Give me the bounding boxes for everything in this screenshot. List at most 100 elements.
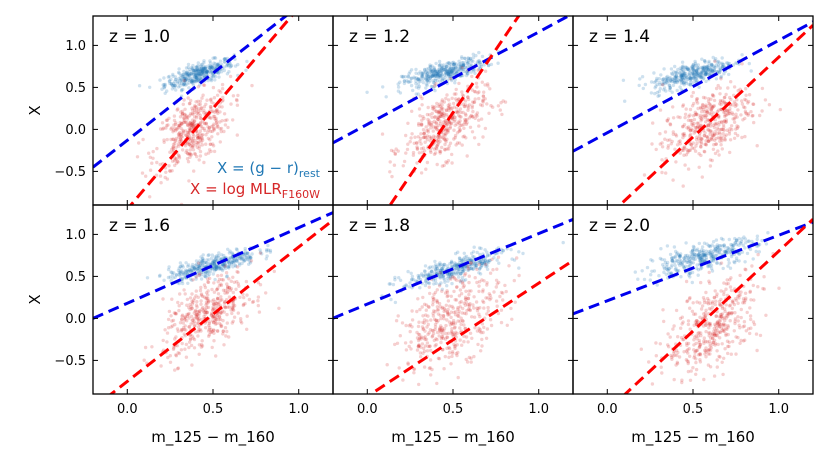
color-point: [189, 79, 193, 83]
mlr-point: [711, 93, 715, 98]
mlr-point: [486, 84, 490, 88]
color-point: [716, 65, 721, 69]
color-point: [667, 76, 671, 81]
mlr-point: [459, 115, 463, 119]
mlr-point: [190, 124, 195, 128]
mlr-point: [204, 122, 209, 126]
mlr-point: [447, 312, 451, 317]
color-point: [485, 264, 489, 268]
mlr-point: [448, 77, 453, 81]
color-point: [454, 272, 458, 276]
color-point: [718, 70, 722, 74]
color-point: [423, 269, 427, 273]
color-point: [266, 243, 270, 248]
mlr-point: [215, 93, 220, 98]
mlr-point: [722, 315, 727, 320]
mlr-point: [702, 149, 706, 154]
color-point: [245, 251, 250, 255]
mlr-point: [431, 311, 435, 316]
color-point: [668, 83, 672, 88]
color-point: [688, 275, 692, 279]
color-point: [200, 66, 204, 71]
color-point: [264, 257, 268, 261]
mlr-point: [718, 330, 722, 334]
color-point: [428, 76, 432, 81]
mlr-point: [461, 306, 465, 311]
color-point: [695, 266, 699, 271]
color-point: [688, 83, 693, 87]
mlr-point: [687, 148, 691, 153]
mlr-point: [448, 304, 452, 308]
mlr-point: [694, 126, 698, 130]
mlr-point: [219, 310, 223, 315]
color-point: [485, 259, 490, 264]
color-point: [229, 261, 234, 265]
color-point: [434, 72, 439, 76]
color-point: [423, 283, 428, 288]
mlr-point: [728, 127, 732, 131]
color-point: [740, 237, 744, 241]
mlr-point: [230, 311, 234, 316]
mlr-point: [228, 288, 233, 292]
color-point: [448, 70, 452, 74]
mlr-point: [200, 126, 204, 130]
mlr-point: [198, 116, 202, 120]
color-point: [700, 256, 705, 260]
color-point: [689, 77, 693, 81]
mlr-point: [451, 306, 455, 310]
mlr-point: [725, 313, 729, 318]
mlr-point: [495, 304, 499, 308]
mlr-point: [710, 332, 715, 336]
mlr-point: [712, 125, 716, 130]
mlr-point: [729, 288, 734, 293]
mlr-point: [187, 325, 192, 329]
color-point: [665, 267, 670, 272]
color-point: [665, 244, 670, 248]
color-point: [701, 67, 705, 71]
mlr-point: [704, 349, 708, 353]
color-point: [474, 265, 478, 270]
mlr-point: [208, 116, 212, 120]
color-point: [443, 73, 447, 77]
color-point: [694, 78, 698, 82]
mlr-point: [420, 305, 424, 309]
mlr-point: [439, 316, 443, 321]
mlr-point: [407, 324, 411, 328]
mlr-point: [691, 128, 695, 132]
color-point: [674, 76, 678, 80]
mlr-point: [202, 126, 206, 131]
mlr-point: [717, 123, 721, 127]
mlr-point: [422, 302, 427, 306]
mlr-point: [198, 154, 203, 158]
color-point: [212, 262, 217, 267]
mlr-point: [189, 141, 193, 146]
mlr-point: [162, 138, 166, 142]
color-point: [443, 67, 447, 72]
mlr-point: [460, 65, 464, 70]
color-point: [692, 76, 696, 80]
mlr-point: [726, 112, 730, 116]
mlr-point: [762, 287, 766, 291]
color-point: [458, 280, 463, 284]
mlr-point: [430, 115, 434, 119]
mlr-point: [504, 289, 508, 294]
color-point: [201, 253, 205, 257]
color-point: [674, 74, 678, 78]
color-point: [242, 259, 246, 263]
mlr-point: [678, 142, 682, 146]
mlr-point: [708, 323, 713, 327]
color-point: [202, 66, 207, 71]
color-point: [194, 262, 199, 267]
y-axis-label: X: [26, 294, 44, 304]
mlr-point: [715, 121, 719, 126]
mlr-point: [710, 106, 714, 111]
mlr-point: [229, 279, 233, 283]
mlr-point: [213, 117, 217, 121]
color-point: [210, 64, 215, 69]
mlr-point: [189, 123, 193, 127]
mlr-point: [441, 113, 445, 118]
color-point: [703, 258, 707, 263]
color-point: [488, 258, 492, 263]
color-point: [188, 77, 193, 81]
mlr-point: [192, 106, 196, 110]
